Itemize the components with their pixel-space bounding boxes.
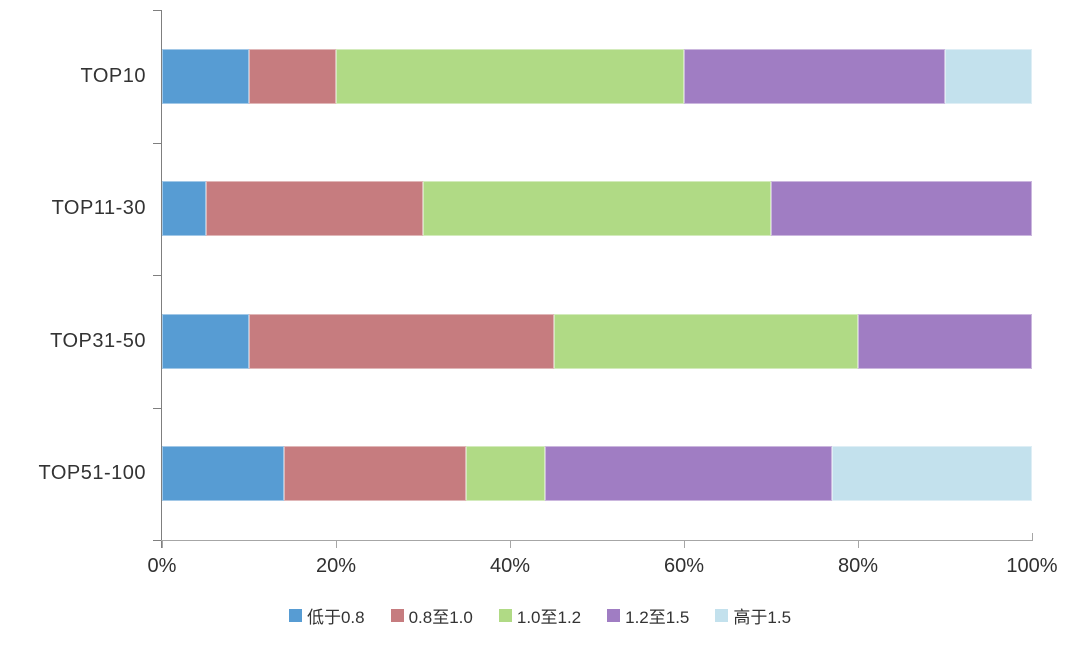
y-axis-tick xyxy=(153,540,161,541)
x-axis-tick-label: 0% xyxy=(147,555,177,577)
legend-swatch-icon xyxy=(498,608,512,622)
x-axis-tick xyxy=(336,541,337,548)
legend-item: 1.2至1.5 xyxy=(607,603,689,628)
legend-item: 高于1.5 xyxy=(715,603,791,628)
bar-segment-series-2 xyxy=(466,446,545,502)
bar-segment-series-0 xyxy=(162,181,206,237)
legend-swatch-icon xyxy=(390,608,404,622)
bar-segment-series-1 xyxy=(283,446,467,502)
bar-segment-series-4 xyxy=(945,48,1032,104)
y-axis-tick xyxy=(153,275,161,276)
bar-segment-series-2 xyxy=(423,181,771,237)
bar-segment-series-3 xyxy=(544,446,832,502)
y-axis-line xyxy=(161,10,162,548)
bar-row xyxy=(162,313,1032,369)
bar-row xyxy=(162,48,1032,104)
bar-segment-series-3 xyxy=(771,181,1032,237)
bar-segment-series-1 xyxy=(249,313,554,369)
legend-swatch-icon xyxy=(288,608,302,622)
bar-segment-series-1 xyxy=(205,181,423,237)
x-axis-tick xyxy=(510,541,511,548)
bar-segment-series-2 xyxy=(553,313,858,369)
bar-segment-series-0 xyxy=(162,446,284,502)
bar-segment-series-0 xyxy=(162,313,249,369)
x-axis-tick xyxy=(162,541,163,548)
x-axis-tick-label: 20% xyxy=(315,555,357,577)
x-axis-tick-label: 60% xyxy=(663,555,705,577)
legend-swatch-icon xyxy=(607,608,621,622)
bar-segment-series-0 xyxy=(162,48,249,104)
x-axis-tick-label: 80% xyxy=(837,555,879,577)
bar-segment-series-2 xyxy=(336,48,684,104)
legend-item: 1.0至1.2 xyxy=(498,603,582,628)
x-axis-line xyxy=(161,540,1033,541)
legend-label: 1.0至1.2 xyxy=(516,607,582,627)
category-label: TOP10 xyxy=(80,64,146,87)
bar-segment-series-4 xyxy=(831,446,1032,502)
legend-label: 1.2至1.5 xyxy=(625,607,690,627)
category-label: TOP31-50 xyxy=(50,329,146,352)
bar-segment-series-1 xyxy=(249,48,336,104)
y-axis-tick xyxy=(153,407,161,409)
x-axis-tick xyxy=(858,541,859,548)
y-axis-tick xyxy=(153,142,161,144)
x-axis-tick xyxy=(1032,533,1033,540)
legend-item: 0.8至1.0 xyxy=(390,603,473,628)
chart-legend: 低于0.8 0.8至1.0 1.0至1.2 1.2至1.5 高于1.5 xyxy=(0,600,1080,630)
legend-item: 低于0.8 xyxy=(288,603,365,628)
legend-label: 高于1.5 xyxy=(733,607,792,627)
bar-segment-series-3 xyxy=(858,313,1032,369)
x-axis-tick-label: 40% xyxy=(489,555,531,577)
category-label: TOP11-30 xyxy=(51,197,146,220)
bar-segment-series-3 xyxy=(684,48,945,104)
bar-row xyxy=(162,446,1032,502)
category-label: TOP51-100 xyxy=(38,462,146,485)
legend-swatch-icon xyxy=(715,608,729,622)
legend-label: 低于0.8 xyxy=(306,607,365,627)
x-axis-tick-label: 100% xyxy=(1006,555,1058,577)
bar-row xyxy=(162,181,1032,237)
y-axis-tick xyxy=(153,10,161,11)
x-axis-tick xyxy=(684,541,685,548)
plot-area: TOP10 TOP11-30 TOP31-50 TOP51-100 0% 20% 40% 6… xyxy=(38,10,1058,577)
legend-label: 0.8至1.0 xyxy=(408,607,473,627)
